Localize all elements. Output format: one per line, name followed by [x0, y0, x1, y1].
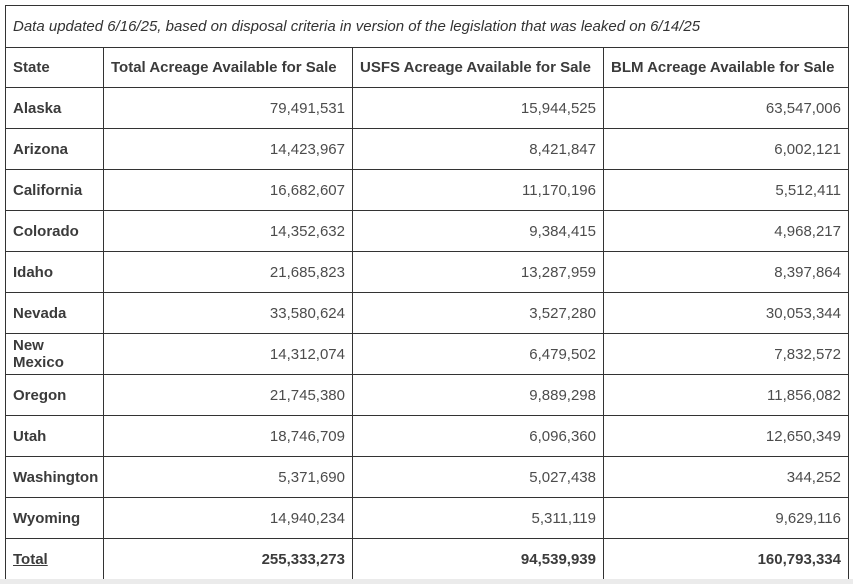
blm-acreage-sum: 160,793,334	[603, 538, 849, 580]
state-name-cell: Nevada	[5, 292, 104, 334]
usfs-acreage-cell: 15,944,525	[352, 87, 604, 129]
total-acreage-cell: 33,580,624	[103, 292, 353, 334]
total-acreage-cell: 21,745,380	[103, 374, 353, 416]
blm-acreage-cell: 344,252	[603, 456, 849, 498]
col-header-total-acreage: Total Acreage Available for Sale	[103, 47, 353, 88]
blm-acreage-cell: 9,629,116	[603, 497, 849, 539]
table-row: Alaska 79,491,531 15,944,525 63,547,006	[5, 87, 849, 129]
total-acreage-cell: 21,685,823	[103, 251, 353, 293]
usfs-acreage-cell: 3,527,280	[352, 292, 604, 334]
usfs-acreage-cell: 6,479,502	[352, 333, 604, 375]
state-name-cell: Idaho	[5, 251, 104, 293]
table-row: Washington 5,371,690 5,027,438 344,252	[5, 456, 849, 498]
state-name-cell: Washington	[5, 456, 104, 498]
state-name-cell: New Mexico	[5, 333, 104, 375]
total-acreage-cell: 14,423,967	[103, 128, 353, 170]
state-name-cell: Colorado	[5, 210, 104, 252]
page-bottom-edge	[0, 579, 853, 584]
blm-acreage-cell: 6,002,121	[603, 128, 849, 170]
total-acreage-cell: 18,746,709	[103, 415, 353, 457]
table-row: Utah 18,746,709 6,096,360 12,650,349	[5, 415, 849, 457]
total-row: Total 255,333,273 94,539,939 160,793,334	[5, 538, 849, 580]
blm-acreage-cell: 63,547,006	[603, 87, 849, 129]
table-row: Nevada 33,580,624 3,527,280 30,053,344	[5, 292, 849, 334]
usfs-acreage-cell: 5,311,119	[352, 497, 604, 539]
total-acreage-cell: 5,371,690	[103, 456, 353, 498]
blm-acreage-cell: 5,512,411	[603, 169, 849, 211]
update-note: Data updated 6/16/25, based on disposal …	[5, 5, 849, 48]
table-row: Wyoming 14,940,234 5,311,119 9,629,116	[5, 497, 849, 539]
usfs-acreage-cell: 13,287,959	[352, 251, 604, 293]
table-row: New Mexico 14,312,074 6,479,502 7,832,57…	[5, 333, 849, 375]
acreage-table: Data updated 6/16/25, based on disposal …	[5, 5, 849, 580]
note-row: Data updated 6/16/25, based on disposal …	[5, 5, 849, 48]
table-row: Idaho 21,685,823 13,287,959 8,397,864	[5, 251, 849, 293]
usfs-acreage-cell: 5,027,438	[352, 456, 604, 498]
blm-acreage-cell: 12,650,349	[603, 415, 849, 457]
total-acreage-sum: 255,333,273	[103, 538, 353, 580]
state-name-cell: Oregon	[5, 374, 104, 416]
total-acreage-cell: 14,940,234	[103, 497, 353, 539]
table-row: Arizona 14,423,967 8,421,847 6,002,121	[5, 128, 849, 170]
total-acreage-cell: 16,682,607	[103, 169, 353, 211]
usfs-acreage-cell: 11,170,196	[352, 169, 604, 211]
state-name-cell: Arizona	[5, 128, 104, 170]
table-row: Colorado 14,352,632 9,384,415 4,968,217	[5, 210, 849, 252]
col-header-usfs-acreage: USFS Acreage Available for Sale	[352, 47, 604, 88]
blm-acreage-cell: 4,968,217	[603, 210, 849, 252]
usfs-acreage-cell: 8,421,847	[352, 128, 604, 170]
table-row: Oregon 21,745,380 9,889,298 11,856,082	[5, 374, 849, 416]
state-name-cell: Utah	[5, 415, 104, 457]
header-row: State Total Acreage Available for Sale U…	[5, 47, 849, 88]
col-header-state: State	[5, 47, 104, 88]
total-label: Total	[5, 538, 104, 580]
usfs-acreage-cell: 9,889,298	[352, 374, 604, 416]
usfs-acreage-sum: 94,539,939	[352, 538, 604, 580]
total-acreage-cell: 14,312,074	[103, 333, 353, 375]
usfs-acreage-cell: 9,384,415	[352, 210, 604, 252]
table-row: California 16,682,607 11,170,196 5,512,4…	[5, 169, 849, 211]
total-acreage-cell: 79,491,531	[103, 87, 353, 129]
total-acreage-cell: 14,352,632	[103, 210, 353, 252]
col-header-blm-acreage: BLM Acreage Available for Sale	[603, 47, 849, 88]
total-label-text: Total	[13, 550, 48, 568]
blm-acreage-cell: 8,397,864	[603, 251, 849, 293]
blm-acreage-cell: 30,053,344	[603, 292, 849, 334]
state-name-cell: Wyoming	[5, 497, 104, 539]
state-name-cell: California	[5, 169, 104, 211]
blm-acreage-cell: 11,856,082	[603, 374, 849, 416]
usfs-acreage-cell: 6,096,360	[352, 415, 604, 457]
state-name-cell: Alaska	[5, 87, 104, 129]
blm-acreage-cell: 7,832,572	[603, 333, 849, 375]
